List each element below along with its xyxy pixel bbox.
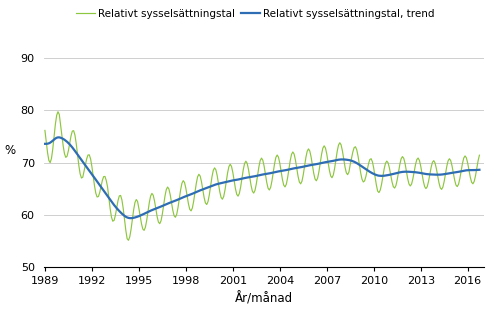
Relativt sysselsättningstal, trend xyxy=(128,216,134,220)
Relativt sysselsättningstal xyxy=(42,128,48,132)
Relativt sysselsättningstal xyxy=(210,169,216,172)
Relativt sysselsättningstal xyxy=(286,167,292,171)
Relativt sysselsättningstal xyxy=(55,110,61,114)
Y-axis label: %: % xyxy=(4,144,15,157)
Relativt sysselsättningstal, trend xyxy=(286,168,292,171)
Relativt sysselsättningstal, trend xyxy=(416,171,422,175)
Relativt sysselsättningstal, trend xyxy=(476,168,482,172)
Relativt sysselsättningstal xyxy=(327,168,332,172)
Relativt sysselsättningstal xyxy=(125,238,131,242)
Relativt sysselsättningstal, trend xyxy=(327,160,332,163)
Line: Relativt sysselsättningstal, trend: Relativt sysselsättningstal, trend xyxy=(45,137,479,218)
Relativt sysselsättningstal, trend xyxy=(42,142,48,146)
Legend: Relativt sysselsättningstal, Relativt sysselsättningstal, trend: Relativt sysselsättningstal, Relativt sy… xyxy=(72,5,439,23)
Relativt sysselsättningstal, trend xyxy=(300,165,306,169)
X-axis label: År/månad: År/månad xyxy=(235,292,293,305)
Relativt sysselsättningstal xyxy=(300,173,306,176)
Relativt sysselsättningstal, trend xyxy=(134,215,140,218)
Line: Relativt sysselsättningstal: Relativt sysselsättningstal xyxy=(45,112,479,240)
Relativt sysselsättningstal xyxy=(134,200,140,204)
Relativt sysselsättningstal xyxy=(416,158,422,162)
Relativt sysselsättningstal, trend xyxy=(56,135,62,139)
Relativt sysselsättningstal, trend xyxy=(210,183,216,187)
Relativt sysselsättningstal xyxy=(476,153,482,157)
